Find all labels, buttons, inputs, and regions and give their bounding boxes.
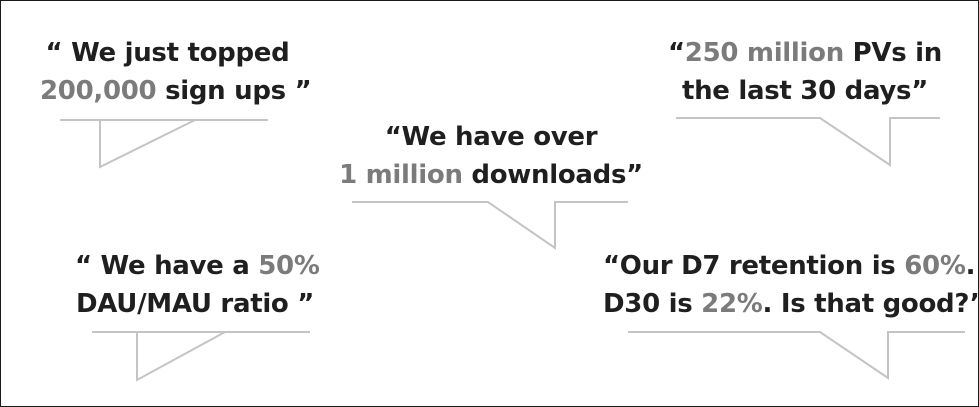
quote-downloads-line2-rest: downloads”	[462, 160, 643, 190]
quote-retention-line1-end: .	[965, 251, 976, 281]
quote-downloads: “We have over 1 million downloads”	[335, 118, 647, 194]
quote-pageviews-line1: “250 million PVs in	[660, 34, 950, 72]
quote-downloads-line2: 1 million downloads”	[335, 156, 647, 194]
quote-signups-highlight: 200,000	[40, 76, 157, 106]
quote-dau-mau-line1: “ We have a 50%	[75, 247, 320, 285]
quote-retention-line2: D30 is 22%. Is that good?”	[603, 285, 979, 323]
quote-downloads-line1: “We have over	[384, 122, 598, 152]
quote-retention-highlight-d7: 60%	[904, 251, 966, 281]
quote-retention: “Our D7 retention is 60%. D30 is 22%. Is…	[603, 247, 979, 323]
quote-retention-line2-text: D30 is	[603, 289, 702, 319]
quote-retention-line2-end: . Is that good?”	[762, 289, 979, 319]
quote-pageviews-highlight: 250 million	[684, 38, 844, 68]
quote-signups-line2: 200,000 sign ups ”	[40, 72, 312, 110]
quote-dau-mau-line2: DAU/MAU ratio ”	[75, 289, 315, 319]
quote-dau-mau-highlight: 50%	[258, 251, 320, 281]
quote-pageviews: “250 million PVs in the last 30 days”	[660, 34, 950, 110]
quote-signups-line2-rest: sign ups ”	[156, 76, 312, 106]
quote-retention-line1: “Our D7 retention is 60%.	[603, 247, 975, 285]
quote-retention-highlight-d30: 22%	[701, 289, 763, 319]
quote-signups-line1: “ We just topped	[45, 38, 290, 68]
quote-signups: “ We just topped 200,000 sign ups ”	[40, 34, 312, 110]
quote-downloads-highlight: 1 million	[339, 160, 463, 190]
quote-dau-mau: “ We have a 50% DAU/MAU ratio ”	[75, 247, 320, 323]
quote-dau-mau-line1-text: “ We have a	[75, 251, 259, 281]
quote-pageviews-line1-rest: PVs in	[843, 38, 943, 68]
quote-pageviews-line2: the last 30 days”	[681, 76, 929, 106]
quote-pageviews-open: “	[667, 38, 685, 68]
quote-retention-line1-text: “Our D7 retention is	[603, 251, 905, 281]
